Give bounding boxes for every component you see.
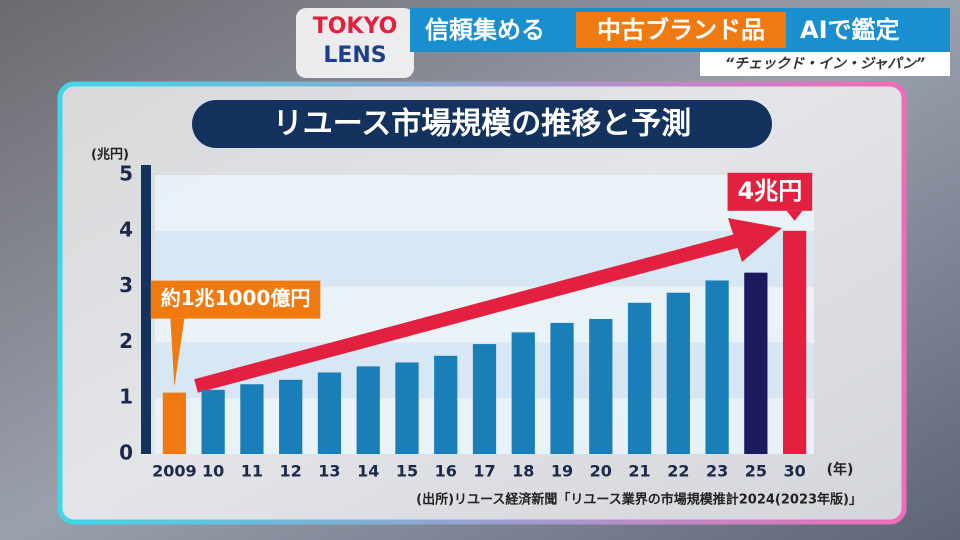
trend-arrow xyxy=(194,233,742,393)
x-tick-label: 12 xyxy=(280,462,302,481)
bar xyxy=(666,292,690,454)
bar xyxy=(589,318,613,454)
subtitle-bar xyxy=(700,52,950,76)
x-axis-label: (年) xyxy=(827,461,854,478)
x-tick-label: 16 xyxy=(435,462,457,481)
source-note: (出所)リユース経済新聞「リユース業界の市場規模推計2024(2023年版)」 xyxy=(416,492,862,508)
value-label: 4兆円 xyxy=(738,177,803,205)
logo-top: TOKYO xyxy=(313,14,398,39)
headline-text: AIで鑑定 xyxy=(800,16,900,44)
trend-arrowhead xyxy=(728,218,782,262)
bar xyxy=(356,366,380,454)
title-pill xyxy=(192,100,772,148)
grid-band xyxy=(155,230,814,287)
headline-highlight xyxy=(576,12,786,48)
y-tick-label: 0 xyxy=(119,441,133,465)
value-label-box xyxy=(727,172,813,211)
headline-text: 信頼集める xyxy=(425,16,545,44)
x-tick-label: 15 xyxy=(396,462,418,481)
x-tick-label: 13 xyxy=(318,462,340,481)
y-tick-label: 4 xyxy=(119,217,133,241)
x-tick-label: 17 xyxy=(473,462,495,481)
bar xyxy=(240,384,264,454)
x-tick-label: 11 xyxy=(241,462,263,481)
y-axis-label: (兆円) xyxy=(91,147,129,163)
bar xyxy=(162,392,187,454)
subtitle: “チェックド・イン・ジャパン” xyxy=(725,56,925,72)
bar xyxy=(472,344,497,454)
value-label-box xyxy=(150,280,321,319)
value-label: 約1兆1000億円 xyxy=(161,286,311,310)
x-tick-label: 19 xyxy=(551,462,573,481)
bar xyxy=(511,332,535,454)
y-tick-label: 3 xyxy=(119,273,133,297)
bar xyxy=(395,362,419,454)
chart-title: リユース市場規模の推移と予測 xyxy=(273,107,692,142)
x-tick-label: 30 xyxy=(783,462,805,481)
x-tick-label: 20 xyxy=(590,462,612,481)
x-tick-label: 14 xyxy=(357,462,379,481)
x-tick-label: 22 xyxy=(667,462,689,481)
value-label-pointer xyxy=(170,318,185,387)
bar xyxy=(627,302,652,454)
bar xyxy=(550,322,574,454)
y-axis xyxy=(141,165,151,454)
x-tick-label: 25 xyxy=(745,462,767,481)
bar xyxy=(705,280,729,454)
x-tick-label: 2009 xyxy=(152,462,197,481)
grid-band xyxy=(155,175,814,231)
bar xyxy=(201,389,225,454)
x-tick-label: 18 xyxy=(512,462,534,481)
bar xyxy=(279,379,303,454)
y-tick-label: 5 xyxy=(119,162,133,186)
value-label-pointer xyxy=(786,210,803,221)
headline-text: 中古ブランド品 xyxy=(597,16,765,44)
x-tick-label: 10 xyxy=(202,462,224,481)
bar xyxy=(434,355,458,454)
x-tick-label: 21 xyxy=(628,462,650,481)
bar xyxy=(744,272,768,454)
logo-badge xyxy=(296,8,414,78)
x-tick-label: 23 xyxy=(706,462,728,481)
y-tick-label: 2 xyxy=(119,329,133,353)
logo-bottom: LENS xyxy=(323,43,386,68)
bar xyxy=(782,230,807,454)
y-tick-label: 1 xyxy=(119,385,133,409)
bar xyxy=(317,372,342,454)
